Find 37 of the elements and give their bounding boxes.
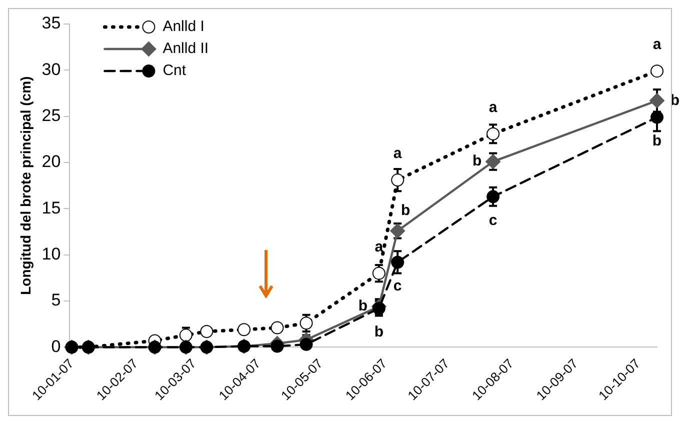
data-label: a bbox=[374, 238, 384, 256]
point bbox=[486, 127, 500, 140]
data-label: b bbox=[374, 324, 384, 341]
legend-label: Anlld I bbox=[162, 18, 204, 36]
y-tick-label: 20 bbox=[42, 152, 61, 172]
data-label: c bbox=[393, 277, 402, 294]
point bbox=[650, 64, 664, 78]
legend-label: Anlld II bbox=[162, 40, 209, 58]
y-tick-label: 25 bbox=[42, 106, 61, 126]
data-label: a bbox=[393, 145, 402, 162]
y-tick-label: 10 bbox=[42, 244, 61, 264]
point bbox=[650, 110, 664, 124]
data-label: c bbox=[488, 212, 498, 229]
point bbox=[238, 323, 251, 336]
point bbox=[372, 266, 386, 280]
data-label: a bbox=[652, 36, 662, 54]
data-label: a bbox=[488, 99, 498, 116]
point bbox=[270, 340, 284, 353]
point bbox=[270, 321, 284, 334]
data-label: b bbox=[401, 202, 410, 219]
y-tick-label: 30 bbox=[42, 60, 61, 79]
y-tick-label: 15 bbox=[42, 198, 61, 218]
y-axis-title: Longitud del brote principal (cm) bbox=[17, 76, 34, 295]
point bbox=[650, 93, 664, 108]
y-tick-label: 5 bbox=[51, 290, 61, 310]
point bbox=[200, 324, 214, 338]
point bbox=[300, 316, 313, 330]
y-tick-label: 35 bbox=[42, 14, 61, 33]
point bbox=[300, 338, 313, 351]
point bbox=[391, 174, 404, 187]
legend-label: Cnt bbox=[162, 62, 187, 80]
point bbox=[486, 190, 500, 204]
data-label: b bbox=[358, 298, 368, 315]
data-label: b bbox=[472, 152, 482, 170]
point bbox=[391, 256, 404, 269]
data-label: b bbox=[652, 132, 662, 150]
y-tick-label: 0 bbox=[51, 336, 61, 356]
